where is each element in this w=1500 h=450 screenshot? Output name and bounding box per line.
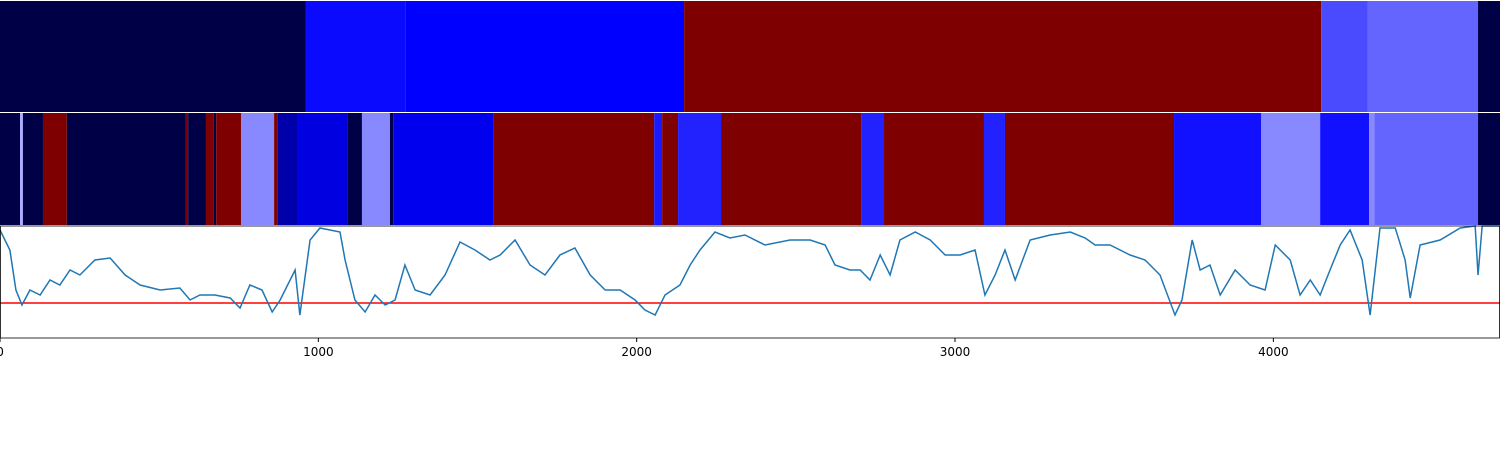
- segment: [389, 113, 394, 225]
- segment: [662, 113, 679, 225]
- segment: [274, 113, 278, 225]
- x-tick-label: 1000: [303, 345, 334, 359]
- segment: [277, 113, 298, 225]
- segment: [0, 113, 21, 225]
- segment: [861, 113, 885, 225]
- segment: [1367, 1, 1479, 112]
- x-tick-label: 4000: [1258, 345, 1289, 359]
- segment: [1174, 113, 1262, 225]
- segment: [884, 113, 984, 225]
- segment: [1369, 113, 1375, 225]
- segment: [305, 1, 406, 112]
- x-tick-label: 0: [0, 345, 4, 359]
- segment: [66, 113, 186, 225]
- segment: [654, 113, 663, 225]
- segment: [983, 113, 1005, 225]
- segment: [1478, 113, 1500, 225]
- segment: [1478, 1, 1500, 112]
- segment: [1321, 1, 1368, 112]
- segment: [721, 113, 862, 225]
- segment: [216, 113, 241, 225]
- segment: [684, 1, 1322, 112]
- segment: [347, 113, 362, 225]
- segment: [213, 113, 217, 225]
- segment: [493, 113, 655, 225]
- segment: [405, 1, 685, 112]
- segment: [22, 113, 43, 225]
- segment: [1374, 113, 1479, 225]
- data-line: [0, 225, 1500, 317]
- segment: [0, 1, 306, 112]
- segment: [1004, 113, 1175, 225]
- segment: [361, 113, 390, 225]
- segment: [678, 113, 722, 225]
- segment: [1261, 113, 1321, 225]
- segment: [185, 113, 189, 225]
- segment: [42, 113, 67, 225]
- segment: [205, 113, 214, 225]
- segment: [297, 113, 348, 225]
- segment: [188, 113, 206, 225]
- segment: [20, 113, 23, 225]
- axes-frame: [0, 225, 1500, 339]
- segment: [1320, 113, 1370, 225]
- x-tick-label: 2000: [621, 345, 652, 359]
- segment: [393, 113, 494, 225]
- segment: [240, 113, 275, 225]
- x-tick-label: 3000: [940, 345, 971, 359]
